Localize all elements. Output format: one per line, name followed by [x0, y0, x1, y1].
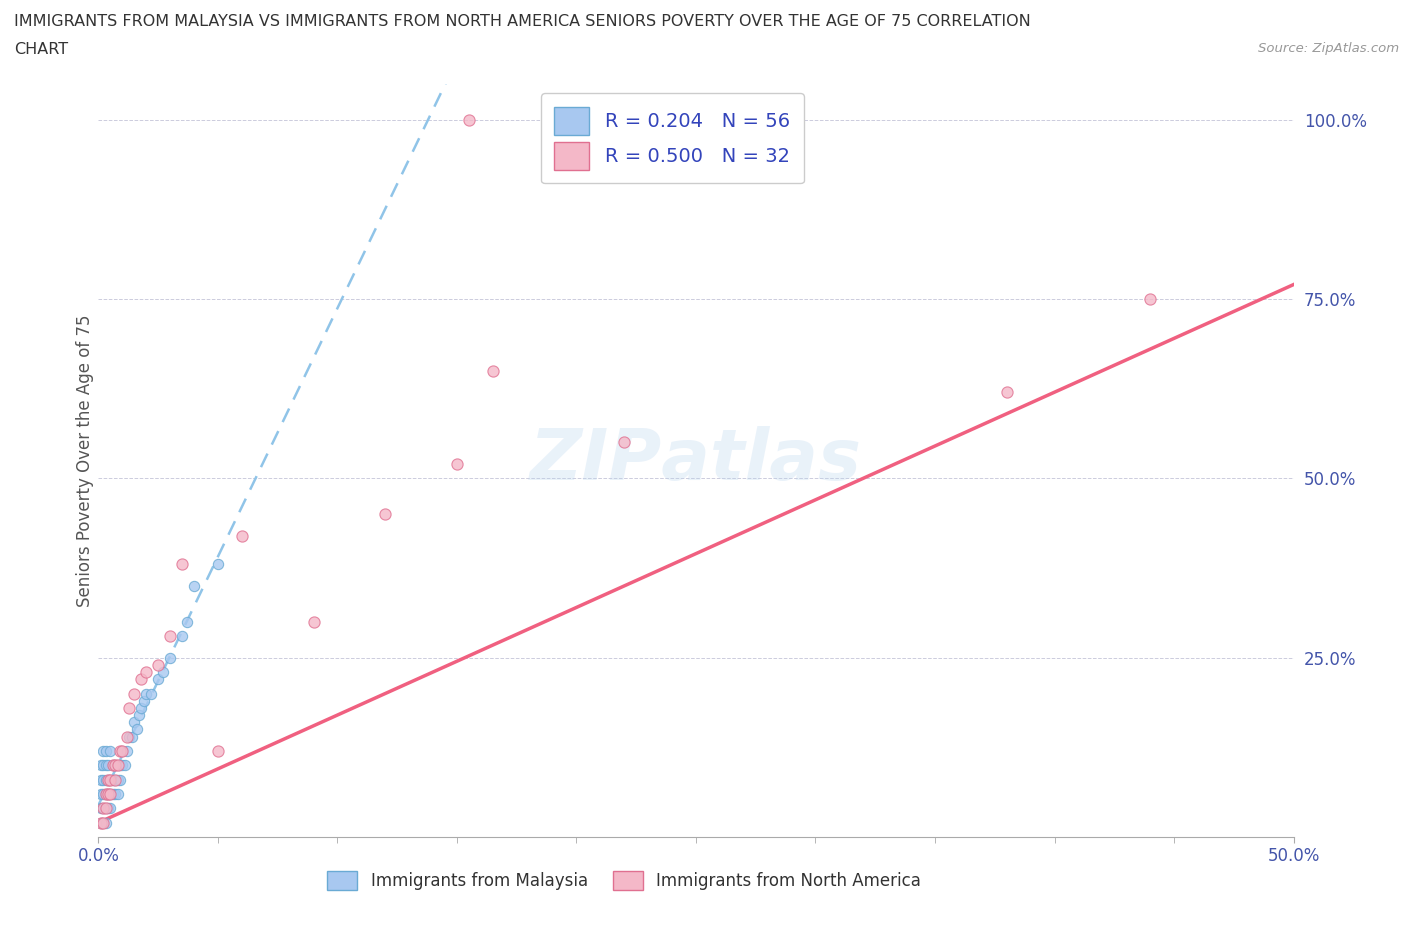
Text: CHART: CHART — [14, 42, 67, 57]
Point — [118, 729, 141, 744]
Point — [148, 671, 170, 686]
Point — [104, 758, 127, 773]
Point — [101, 758, 124, 773]
Point — [159, 650, 181, 665]
Point — [107, 787, 129, 802]
Y-axis label: Seniors Poverty Over the Age of 75: Seniors Poverty Over the Age of 75 — [76, 314, 94, 606]
Point — [94, 801, 117, 816]
Point — [97, 787, 120, 802]
Point — [98, 743, 122, 758]
Point — [139, 686, 162, 701]
Point — [124, 686, 146, 701]
Point — [207, 743, 229, 758]
Point — [231, 528, 253, 543]
Point — [107, 772, 129, 787]
Point — [97, 801, 120, 816]
Point — [104, 758, 127, 773]
Point — [101, 772, 124, 787]
Point — [176, 615, 198, 630]
Point — [114, 758, 136, 773]
Point — [159, 629, 181, 644]
Point — [302, 615, 325, 630]
Point — [94, 758, 117, 773]
Point — [104, 772, 127, 787]
Text: ZIP​atlas: ZIP​atlas — [530, 426, 862, 495]
Point — [91, 801, 114, 816]
Point — [90, 772, 112, 787]
Point — [91, 816, 114, 830]
Point — [115, 729, 138, 744]
Legend: Immigrants from Malaysia, Immigrants from North America: Immigrants from Malaysia, Immigrants fro… — [321, 864, 928, 897]
Point — [172, 557, 194, 572]
Point — [152, 665, 174, 680]
Point — [1139, 291, 1161, 306]
Point — [90, 787, 112, 802]
Point — [207, 557, 229, 572]
Point — [94, 801, 117, 816]
Text: IMMIGRANTS FROM MALAYSIA VS IMMIGRANTS FROM NORTH AMERICA SENIORS POVERTY OVER T: IMMIGRANTS FROM MALAYSIA VS IMMIGRANTS F… — [14, 14, 1031, 29]
Point — [107, 758, 129, 773]
Point — [94, 816, 117, 830]
Point — [111, 743, 134, 758]
Point — [97, 758, 120, 773]
Point — [128, 708, 150, 723]
Point — [183, 578, 205, 593]
Point — [172, 629, 194, 644]
Point — [98, 772, 122, 787]
Point — [104, 772, 127, 787]
Point — [91, 816, 114, 830]
Point — [97, 787, 120, 802]
Point — [118, 700, 141, 715]
Point — [125, 722, 148, 737]
Point — [108, 758, 131, 773]
Point — [91, 801, 114, 816]
Text: Source: ZipAtlas.com: Source: ZipAtlas.com — [1258, 42, 1399, 55]
Point — [101, 758, 124, 773]
Point — [132, 693, 155, 708]
Point — [97, 772, 120, 787]
Point — [90, 758, 112, 773]
Point — [148, 658, 170, 672]
Point — [101, 787, 124, 802]
Point — [121, 729, 143, 744]
Point — [104, 787, 127, 802]
Point — [97, 772, 120, 787]
Point — [111, 758, 134, 773]
Point — [107, 758, 129, 773]
Point — [108, 743, 131, 758]
Point — [98, 787, 122, 802]
Point — [90, 816, 112, 830]
Point — [94, 772, 117, 787]
Point — [124, 715, 146, 730]
Point — [374, 507, 396, 522]
Point — [108, 772, 131, 787]
Point — [91, 772, 114, 787]
Point — [94, 787, 117, 802]
Point — [135, 686, 157, 701]
Point — [481, 364, 505, 379]
Point — [131, 671, 153, 686]
Point — [111, 743, 134, 758]
Point — [91, 758, 114, 773]
Point — [90, 816, 112, 830]
Point — [995, 385, 1018, 400]
Point — [613, 435, 636, 450]
Point — [91, 787, 114, 802]
Point — [90, 801, 112, 816]
Point — [98, 772, 122, 787]
Point — [135, 665, 157, 680]
Point — [98, 801, 122, 816]
Point — [446, 457, 468, 472]
Point — [458, 113, 481, 127]
Point — [115, 743, 138, 758]
Point — [131, 700, 153, 715]
Point — [98, 787, 122, 802]
Point — [94, 787, 117, 802]
Point — [94, 743, 117, 758]
Point — [91, 743, 114, 758]
